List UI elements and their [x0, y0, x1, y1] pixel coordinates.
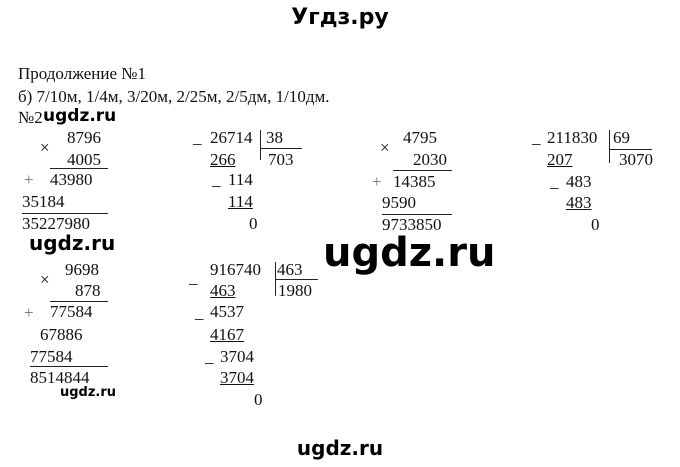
subtrahend: 463	[210, 281, 236, 300]
quotient: 3070	[619, 150, 653, 169]
minus-sign: _	[195, 303, 204, 322]
final-remainder: 0	[254, 390, 263, 409]
task2-label: №2	[18, 108, 43, 127]
watermark-large: ugdz.ru	[323, 230, 496, 276]
plus-sign: +	[24, 303, 34, 322]
minus-sign: _	[532, 128, 541, 147]
subtrahend: 4167	[210, 325, 244, 344]
divisor: 38	[266, 128, 283, 147]
partial-2: 9590	[382, 193, 416, 212]
plus-sign: +	[372, 172, 382, 191]
plus-sign: +	[24, 170, 34, 189]
factor-a: 4795	[403, 128, 437, 147]
rule	[50, 301, 108, 302]
dividend: 211830	[547, 128, 598, 147]
times-sign: ×	[40, 270, 50, 289]
site-title: Угдз.ру	[291, 5, 389, 30]
product: 8514844	[30, 368, 90, 387]
watermark: ugdz.ru	[43, 106, 117, 126]
partial-1: 77584	[50, 302, 93, 321]
quotient: 1980	[278, 281, 312, 300]
rule	[609, 149, 652, 150]
watermark: ugdz.ru	[29, 231, 116, 255]
times-sign: ×	[380, 138, 390, 157]
rule	[50, 168, 108, 169]
minus-sign: _	[550, 172, 559, 191]
factor-a: 9698	[65, 260, 99, 279]
rule	[22, 213, 108, 214]
remainder: 3704	[220, 347, 254, 366]
factor-a: 8796	[67, 128, 101, 147]
partial-1: 43980	[50, 170, 93, 189]
remainder: 114	[228, 170, 253, 189]
final-remainder: 0	[591, 215, 600, 234]
intro-line2: б) 7/10м, 1/4м, 3/20м, 2/25м, 2/5дм, 1/1…	[18, 87, 330, 106]
minus-sign: _	[212, 170, 221, 189]
partial-2: 35184	[22, 192, 65, 211]
dividend: 26714	[210, 128, 253, 147]
quotient: 703	[268, 150, 294, 169]
subtrahend: 207	[547, 150, 573, 169]
watermark: ugdz.ru	[60, 385, 117, 400]
divisor: 69	[613, 128, 630, 147]
rule	[393, 170, 452, 171]
dividend: 916740	[210, 260, 261, 279]
remainder: 483	[566, 172, 592, 191]
rule	[275, 279, 318, 280]
rule	[260, 148, 302, 149]
subtrahend: 483	[566, 193, 592, 212]
division-bar	[260, 130, 261, 160]
partial-2: 67886	[40, 325, 83, 344]
division-bar	[609, 130, 610, 163]
final-remainder: 0	[249, 214, 258, 233]
subtrahend: 114	[228, 192, 253, 211]
partial-3: 77584	[30, 347, 73, 366]
remainder: 4537	[210, 302, 244, 321]
partial-1: 14385	[393, 172, 436, 191]
intro-line1: Продолжение №1	[18, 64, 146, 83]
minus-sign: _	[205, 347, 214, 366]
subtrahend: 3704	[220, 368, 254, 387]
rule	[382, 214, 452, 215]
factor-b: 2030	[413, 150, 447, 169]
divisor: 463	[277, 260, 303, 279]
product: 9733850	[382, 215, 442, 234]
minus-sign: _	[189, 268, 198, 287]
times-sign: ×	[40, 138, 50, 157]
rule	[30, 366, 108, 367]
factor-b: 878	[75, 281, 101, 300]
minus-sign: _	[193, 128, 202, 147]
product: 35227980	[22, 214, 90, 233]
watermark-bottom: ugdz.ru	[296, 436, 384, 460]
subtrahend: 266	[210, 150, 236, 169]
factor-b: 4005	[67, 150, 101, 169]
